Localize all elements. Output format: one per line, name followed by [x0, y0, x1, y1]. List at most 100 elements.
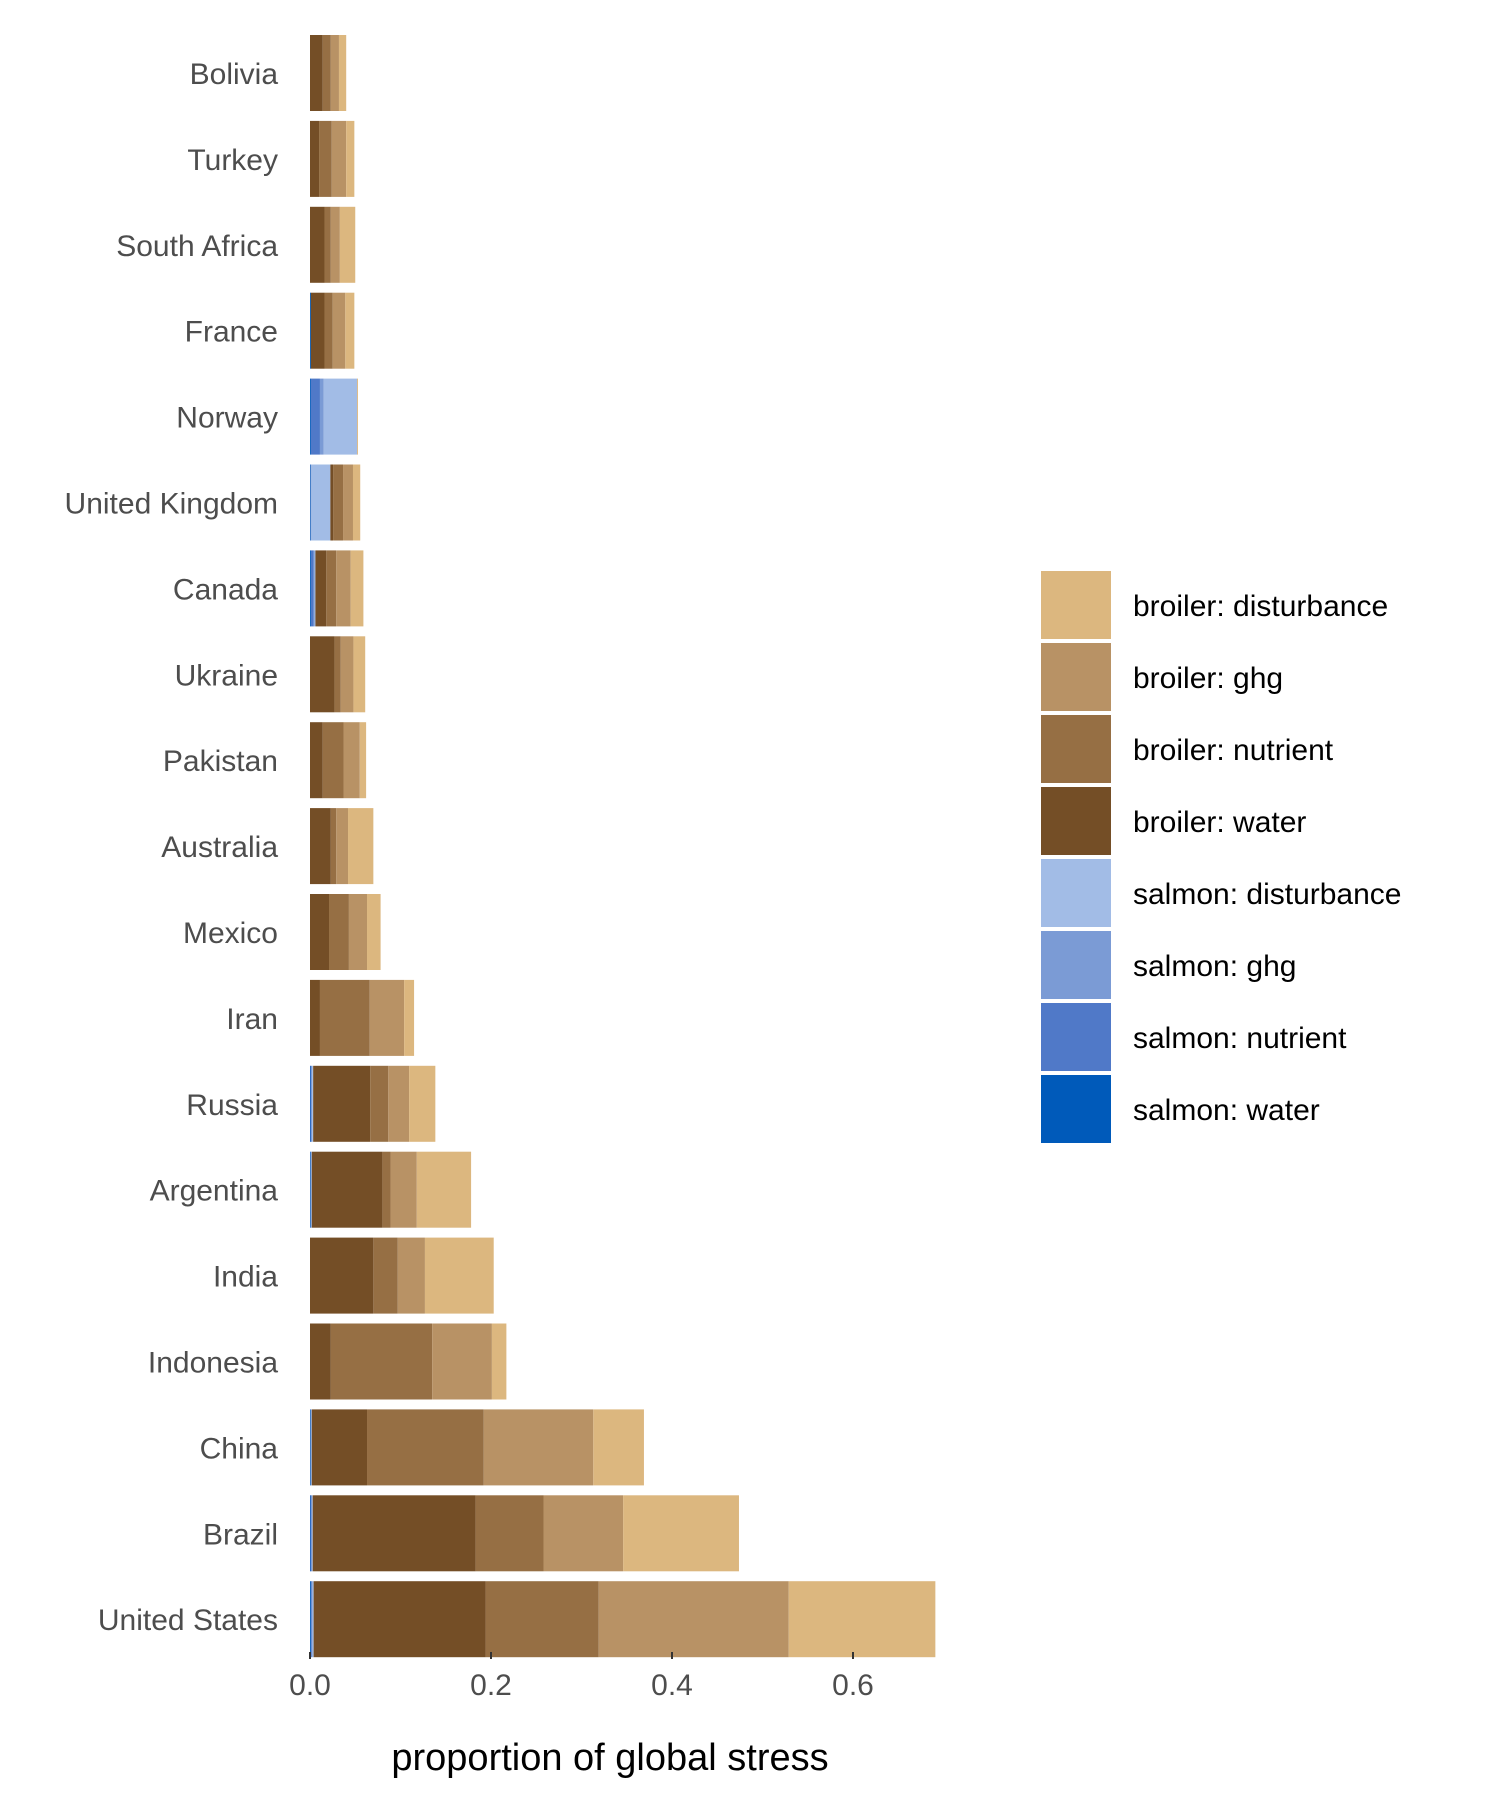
bar-united-states-salmon-water	[310, 1581, 311, 1658]
bar-mexico-broiler-ghg	[348, 894, 368, 970]
category-label: Canada	[173, 573, 278, 606]
category-label: Argentina	[150, 1175, 279, 1208]
bar-canada-broiler-water	[315, 550, 327, 627]
legend-label-broiler-ghg: broiler: ghg	[1133, 662, 1283, 695]
category-label: South Africa	[116, 230, 278, 263]
bar-indonesia-broiler-disturbance	[491, 1323, 507, 1400]
bar-brazil-broiler-disturbance	[623, 1495, 739, 1572]
category-label: Mexico	[183, 917, 278, 950]
bar-canada-broiler-disturbance	[350, 550, 364, 627]
category-label: Iran	[226, 1003, 278, 1036]
bar-iran-broiler-nutrient	[319, 979, 370, 1056]
bar-russia-broiler-nutrient	[370, 1065, 389, 1142]
bar-argentina-broiler-water	[311, 1151, 383, 1228]
bar-argentina-broiler-disturbance	[416, 1151, 472, 1228]
x-axis-title: proportion of global stress	[391, 1737, 828, 1779]
category-label: Turkey	[187, 144, 278, 177]
category-label: Pakistan	[163, 745, 278, 778]
bar-indonesia-broiler-ghg	[432, 1323, 492, 1400]
bar-norway-salmon-disturbance	[323, 378, 358, 455]
legend-swatch-broiler-ghg	[1041, 643, 1111, 711]
bar-brazil-broiler-water	[312, 1495, 476, 1572]
bar-argentina-salmon-water	[310, 1151, 311, 1228]
legend-label-broiler-water: broiler: water	[1133, 806, 1306, 839]
bar-iran-broiler-disturbance	[404, 979, 415, 1056]
bar-bolivia-broiler-water	[310, 35, 323, 111]
bar-bolivia-broiler-disturbance	[338, 35, 347, 111]
category-label: Brazil	[203, 1518, 278, 1551]
legend-label-salmon-water: salmon: water	[1133, 1094, 1320, 1127]
bar-indonesia-broiler-nutrient	[330, 1323, 433, 1400]
bar-norway-salmon-nutrient	[310, 378, 320, 455]
category-label: France	[185, 316, 278, 349]
category-label: China	[200, 1432, 279, 1465]
bar-united-states-broiler-nutrient	[485, 1581, 599, 1658]
bar-brazil-salmon-water	[310, 1495, 311, 1572]
bar-mexico-broiler-disturbance	[367, 894, 381, 970]
bar-turkey-broiler-water	[310, 120, 320, 197]
bar-south-africa-broiler-ghg	[330, 206, 340, 283]
x-tick-label: 0.4	[651, 1669, 693, 1702]
bar-mexico-broiler-water	[310, 894, 330, 970]
legend: broiler: disturbance broiler: ghg broiler:…	[1041, 571, 1401, 1143]
bar-united-kingdom-broiler-ghg	[343, 464, 353, 541]
bar-australia-broiler-water	[310, 808, 331, 885]
legend-swatch-broiler-water	[1041, 787, 1111, 855]
legend-label-salmon-disturbance: salmon: disturbance	[1133, 878, 1401, 911]
x-tick-label: 0.0	[289, 1669, 331, 1702]
bar-france-salmon-water	[310, 292, 311, 369]
x-tick-label: 0.6	[832, 1669, 874, 1702]
bar-ukraine-broiler-disturbance	[353, 636, 366, 713]
bar-india-broiler-ghg	[397, 1237, 425, 1314]
x-tick-label: 0.2	[470, 1669, 512, 1702]
bar-united-states-salmon-ghg	[311, 1581, 313, 1658]
category-label: United States	[98, 1604, 278, 1637]
bar-brazil-broiler-ghg	[543, 1495, 624, 1572]
bar-brazil-salmon-ghg	[311, 1495, 313, 1572]
bar-norway-salmon-ghg	[319, 378, 324, 455]
category-label: Ukraine	[175, 659, 278, 692]
bar-united-kingdom-broiler-nutrient	[333, 464, 344, 541]
bar-russia-salmon-disturbance	[312, 1065, 314, 1142]
category-label: Norway	[176, 402, 278, 435]
bar-ukraine-broiler-ghg	[340, 636, 354, 713]
bar-united-kingdom-broiler-water	[330, 464, 334, 541]
bar-brazil-broiler-nutrient	[475, 1495, 544, 1572]
bar-russia-salmon-water	[310, 1065, 311, 1142]
legend-label-salmon-ghg: salmon: ghg	[1133, 950, 1296, 983]
category-label: United Kingdom	[65, 488, 278, 521]
legend-swatch-broiler-nutrient	[1041, 715, 1111, 783]
category-label: Bolivia	[190, 58, 279, 91]
bar-turkey-broiler-disturbance	[346, 120, 355, 197]
bar-brazil-salmon-nutrient	[310, 1495, 312, 1572]
x-axis: 0.0 0.2 0.4 0.6	[289, 1652, 874, 1702]
legend-swatch-salmon-ghg	[1041, 931, 1111, 999]
bar-france-broiler-nutrient	[324, 292, 333, 369]
legend-swatch-salmon-nutrient	[1041, 1003, 1111, 1071]
bar-china-broiler-disturbance	[593, 1409, 644, 1486]
bar-united-kingdom-salmon-ghg	[310, 464, 312, 541]
bar-australia-broiler-nutrient	[330, 808, 337, 885]
bar-canada-broiler-ghg	[336, 550, 351, 627]
bar-china-salmon-ghg	[310, 1409, 312, 1486]
bar-france-broiler-water	[310, 292, 325, 369]
legend-swatch-salmon-disturbance	[1041, 859, 1111, 927]
bar-china-broiler-ghg	[483, 1409, 594, 1486]
bar-united-kingdom-broiler-disturbance	[352, 464, 361, 541]
bar-united-states-broiler-disturbance	[788, 1581, 936, 1658]
bar-bolivia-broiler-ghg	[330, 35, 339, 111]
bar-russia-salmon-nutrient	[310, 1065, 312, 1142]
legend-swatch-broiler-disturbance	[1041, 571, 1111, 639]
bar-argentina-salmon-disturbance	[311, 1151, 312, 1228]
bar-canada-salmon-nutrient	[310, 550, 314, 627]
legend-label-broiler-disturbance: broiler: disturbance	[1133, 590, 1388, 623]
bar-united-kingdom-salmon-disturbance	[311, 464, 331, 541]
bar-france-broiler-disturbance	[345, 292, 355, 369]
bar-argentina-salmon-ghg	[310, 1151, 312, 1228]
bar-norway-salmon-water	[310, 378, 311, 455]
bar-canada-salmon-ghg	[313, 550, 315, 627]
category-label: Indonesia	[148, 1347, 278, 1380]
bar-indonesia-broiler-water	[310, 1323, 331, 1400]
category-label: Russia	[186, 1089, 278, 1122]
